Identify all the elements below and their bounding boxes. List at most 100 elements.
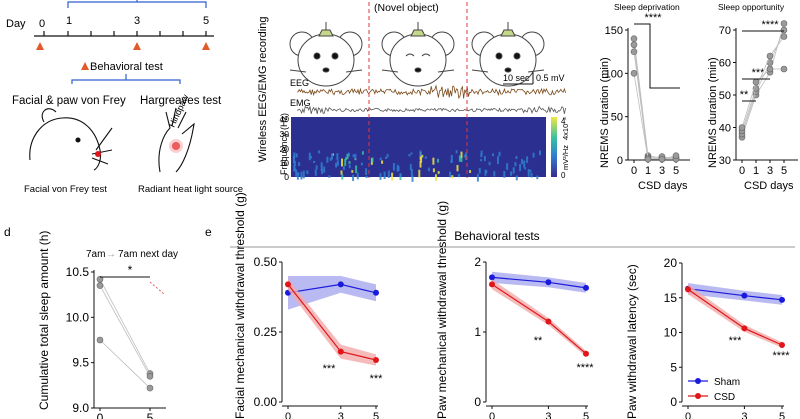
novel-object-label: (Novel object) [374, 2, 439, 14]
spectrogram-cell [293, 152, 296, 159]
spectrogram-cell [455, 150, 458, 154]
legend-csd-marker [695, 393, 701, 399]
d-series-line [99, 339, 151, 389]
spectrogram-cell [320, 162, 323, 167]
opp-sig-3: **** [761, 19, 779, 31]
spectrogram-cell [514, 162, 517, 167]
recording-vertical-label: Wireless EEG/EMG recording [257, 17, 269, 162]
opp-point [752, 78, 760, 86]
facial-csd-point [373, 357, 379, 363]
dep-ylabel: NREMS duration (min) [599, 57, 611, 168]
latency-y-tick-label: 0 [670, 395, 677, 409]
paw-y-tick-label: 0 [474, 395, 481, 409]
spectrogram-cell [493, 171, 496, 177]
spectrogram-cell [437, 158, 439, 163]
spectrogram-cell [515, 175, 518, 181]
day-tick-0: 0 [39, 18, 45, 30]
emg-trace [296, 105, 566, 115]
spectrogram-cell [506, 163, 509, 170]
spectrogram-cell [335, 162, 338, 168]
spectrogram-cell [371, 157, 374, 163]
facial-caption: Facial von Frey test [24, 184, 107, 195]
spectrogram-cell [391, 172, 394, 181]
spectrogram-cell [296, 172, 299, 180]
spectrogram-cell [315, 165, 318, 170]
dep-y-tick-label: 150 [605, 25, 623, 37]
timeline-ticks [43, 31, 207, 36]
latency-csd-sem-band [688, 284, 782, 348]
facial-y-tick-label: 0.50 [254, 255, 278, 269]
behavioral-tests-panel: e Behavioral tests [205, 225, 795, 248]
opp-series-line [741, 68, 784, 128]
spectrogram-cell [530, 172, 533, 178]
opp-x-tick-label: 1 [753, 165, 759, 177]
paw-sham-sem-band [492, 271, 586, 293]
opp-y-tick-label: 60 [719, 58, 731, 70]
spectrogram-cell [386, 153, 389, 158]
spectrogram-cell [346, 153, 349, 160]
panel-d-letter: d [4, 225, 11, 239]
spectrogram-cell [524, 167, 527, 170]
spectrogram-cell [295, 169, 298, 177]
mouse-icon-1 [289, 22, 363, 87]
spectrogram-cell [460, 157, 463, 162]
dep-point [658, 155, 666, 163]
dep-point [630, 41, 638, 49]
paw-x-tick-label: 3 [545, 411, 551, 419]
spectrogram-cell [432, 157, 435, 165]
facial-sig-3: *** [323, 363, 337, 375]
spectrogram-cell [432, 168, 435, 173]
spectrogram-cell [328, 175, 331, 178]
latency-y-tick-label: 5 [670, 360, 677, 374]
paw-sham-point [545, 279, 552, 286]
legend-sham-marker [695, 378, 701, 384]
spectrogram-cell [539, 150, 541, 156]
cbar-scale: 4x10⁻³ [561, 117, 570, 140]
latency-csd-point [741, 325, 748, 332]
paw-sham-point [583, 284, 589, 291]
latency-ylabel: Paw withdrawal latency (sec) [625, 264, 639, 419]
mouse-icon-2 [381, 22, 455, 87]
spectrogram-cell [408, 154, 411, 157]
legend-csd: CSD [714, 392, 735, 403]
d-point [96, 275, 104, 283]
mouse-vonfrey-icon [29, 108, 113, 171]
eeg-label: EEG [290, 78, 309, 88]
latency-csd-point [779, 342, 785, 349]
opp-y-tick-label: 30 [719, 155, 731, 167]
d-point [146, 384, 154, 392]
paw-csd-point [489, 281, 495, 288]
opp-y-tick-label: 50 [719, 90, 731, 102]
nrems-deprivation-chart: Sleep deprivation NREMS duration (min) C… [599, 2, 690, 192]
spectrogram-cell [318, 150, 321, 154]
paw-sham-point [489, 274, 495, 281]
spectrogram-cell [383, 171, 386, 179]
spectrogram-cell [352, 154, 355, 158]
paw-sig-3: ** [534, 335, 543, 347]
paw-threshold-chart: Paw mechanical withdrawal threshold (g) … [435, 201, 594, 419]
colorbar [551, 117, 557, 177]
freq-tick-0: 0 [284, 172, 289, 182]
facial-y-tick-label: 0.00 [254, 395, 278, 409]
d-point [146, 372, 154, 380]
spectrogram-cell [329, 157, 332, 161]
d-x-tick-label: 5 [147, 411, 154, 419]
arrow-day5-icon [202, 42, 210, 50]
dep-point [672, 152, 680, 159]
spectrogram-cell [298, 162, 301, 166]
d-y-tick-label: 10.0 [66, 310, 90, 324]
mouse-icon-3 [471, 22, 545, 87]
spectrogram-cell [347, 152, 350, 157]
spectrogram-cell [536, 175, 539, 180]
dep-point [644, 155, 652, 163]
cbar-tick-max: 4 [561, 117, 566, 126]
day-tick-3: 3 [134, 15, 140, 27]
paw-sig-5: **** [576, 362, 594, 374]
opp-point [738, 124, 746, 131]
facial-x-tick-label: 0 [285, 411, 291, 419]
spectrogram-cell [355, 165, 358, 174]
spectrogram-cell [532, 152, 535, 158]
spectrogram-cell [314, 169, 317, 176]
opp-series-line [741, 36, 785, 131]
